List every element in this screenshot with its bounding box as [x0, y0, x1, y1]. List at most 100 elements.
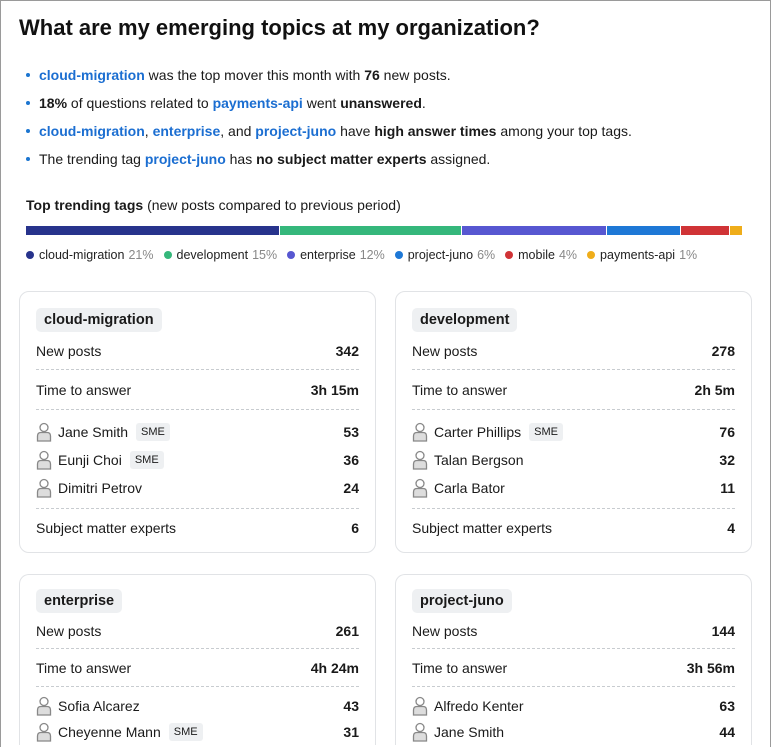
new-posts-row: New posts 144: [412, 613, 735, 649]
trending-stacked-bar: [26, 226, 742, 235]
sme-count-value: 6: [351, 520, 359, 536]
person-count: 36: [343, 452, 359, 468]
person-name[interactable]: Dimitri Petrov: [58, 480, 143, 496]
person-row[interactable]: Carter Phillips SME 76: [412, 418, 735, 446]
user-icon: [412, 478, 428, 498]
person-row[interactable]: Jane Smith SME 53: [36, 418, 359, 446]
person-name[interactable]: Cheyenne Mann: [58, 724, 161, 740]
bar-segment-development: [280, 226, 461, 235]
legend-dot-icon: [287, 251, 296, 259]
person-row[interactable]: Carla Bator 11: [412, 474, 735, 502]
time-to-answer-row: Time to answer 3h 56m: [412, 649, 735, 687]
person-row[interactable]: Alfredo Kenter 63: [412, 693, 735, 719]
person-name[interactable]: Carter Phillips: [434, 424, 522, 440]
insight-item: The trending tag project-juno has no sub…: [25, 149, 632, 177]
new-posts-value: 144: [711, 622, 735, 639]
legend-item: enterprise 12%: [287, 248, 385, 262]
sme-count-label: Subject matter experts: [36, 520, 177, 536]
person-row[interactable]: Dimitri Petrov 24: [36, 474, 359, 502]
bar-segment-cloud-migration: [26, 226, 280, 235]
tag-link[interactable]: project-juno: [255, 123, 337, 139]
time-to-answer-value: 4h 24m: [310, 659, 359, 676]
tag-pill[interactable]: development: [412, 308, 518, 332]
user-icon: [36, 422, 52, 442]
legend-percent: 6%: [477, 248, 496, 262]
time-to-answer-row: Time to answer 2h 5m: [412, 370, 735, 410]
legend-label: enterprise: [300, 248, 356, 262]
sme-badge: SME: [136, 423, 170, 441]
person-name[interactable]: Carla Bator: [434, 480, 505, 496]
sme-badge: SME: [529, 423, 563, 441]
person-count: 76: [719, 424, 735, 440]
user-icon: [36, 478, 52, 498]
person-row[interactable]: Cheyenne Mann SME 31: [36, 719, 359, 745]
tag-card-cloud-migration: cloud-migration New posts 342 Time to ans…: [19, 291, 376, 553]
new-posts-label: New posts: [412, 622, 478, 639]
legend-dot-icon: [587, 251, 596, 259]
legend-dot-icon: [394, 251, 403, 259]
tag-link[interactable]: project-juno: [144, 151, 226, 167]
bar-segment-project-juno: [607, 226, 680, 235]
bar-segment-payments-api: [729, 226, 742, 235]
person-name[interactable]: Jane Smith: [434, 724, 505, 740]
new-posts-value: 261: [335, 622, 359, 639]
person-name[interactable]: Eunji Choi: [58, 452, 122, 468]
person-row[interactable]: Talan Bergson 32: [412, 446, 735, 474]
tag-link[interactable]: cloud-migration: [39, 123, 145, 139]
time-to-answer-row: Time to answer 3h 15m: [36, 370, 359, 410]
legend-percent: 4%: [558, 248, 578, 262]
trending-heading: Top trending tags (new posts compared to…: [26, 197, 401, 213]
legend-percent: 21%: [128, 248, 154, 262]
insight-text: , and: [220, 123, 256, 139]
person-count: 63: [719, 698, 735, 714]
insight-text: of questions related to: [67, 95, 213, 111]
legend-item: cloud-migration 21%: [26, 248, 154, 262]
person-name[interactable]: Sofia Alcarez: [58, 698, 140, 714]
new-posts-value: 342: [335, 342, 359, 359]
time-to-answer-label: Time to answer: [36, 381, 132, 398]
person-count: 31: [343, 724, 359, 740]
user-icon: [36, 722, 52, 742]
insight-text: ,: [144, 123, 153, 139]
insight-text: has: [225, 151, 257, 167]
tag-pill[interactable]: cloud-migration: [36, 308, 162, 332]
person-count: 43: [343, 698, 359, 714]
tag-card-project-juno: project-juno New posts 144 Time to answer…: [395, 574, 752, 745]
legend-item: payments-api 1%: [587, 248, 697, 262]
insight-emphasis: unanswered: [340, 95, 422, 111]
person-row[interactable]: Eunji Choi SME 36: [36, 446, 359, 474]
legend-label: cloud-migration: [39, 248, 125, 262]
insight-text: have: [336, 123, 375, 139]
people-list: Jane Smith SME 53 Eunji Choi SME 36 Dimitri Pe…: [36, 410, 359, 509]
legend-label: payments-api: [600, 248, 676, 262]
tag-card-enterprise: enterprise New posts 261 Time to answer 4h…: [19, 574, 376, 745]
person-name[interactable]: Jane Smith: [58, 424, 129, 440]
insight-item: cloud-migration was the top mover this m…: [25, 65, 632, 93]
tag-pill[interactable]: enterprise: [36, 589, 123, 613]
legend-item: development 15%: [163, 248, 278, 262]
tag-link[interactable]: payments-api: [212, 95, 303, 111]
person-row[interactable]: Sofia Alcarez 43: [36, 693, 359, 719]
new-posts-row: New posts 278: [412, 332, 735, 370]
person-count: 11: [720, 480, 735, 496]
legend-percent: 15%: [252, 248, 278, 262]
time-to-answer-label: Time to answer: [36, 659, 132, 676]
tag-link[interactable]: cloud-migration: [39, 67, 145, 83]
insight-text: assigned.: [426, 151, 491, 167]
people-list: Alfredo Kenter 63 Jane Smith 44: [412, 687, 735, 745]
sme-count-value: 4: [727, 520, 735, 536]
insight-text: The trending tag: [39, 151, 145, 167]
legend-dot-icon: [26, 251, 34, 259]
person-row[interactable]: Jane Smith 44: [412, 719, 735, 745]
legend-label: development: [176, 248, 249, 262]
trending-title: Top trending tags: [26, 197, 144, 213]
trending-subtitle: (new posts compared to previous period): [143, 197, 401, 213]
person-name[interactable]: Alfredo Kenter: [434, 698, 524, 714]
tag-link[interactable]: enterprise: [152, 123, 221, 139]
legend-dot-icon: [505, 251, 514, 259]
sme-badge: SME: [168, 723, 203, 741]
person-name[interactable]: Talan Bergson: [434, 452, 524, 468]
tag-pill[interactable]: project-juno: [412, 589, 512, 613]
insight-text: went: [302, 95, 341, 111]
